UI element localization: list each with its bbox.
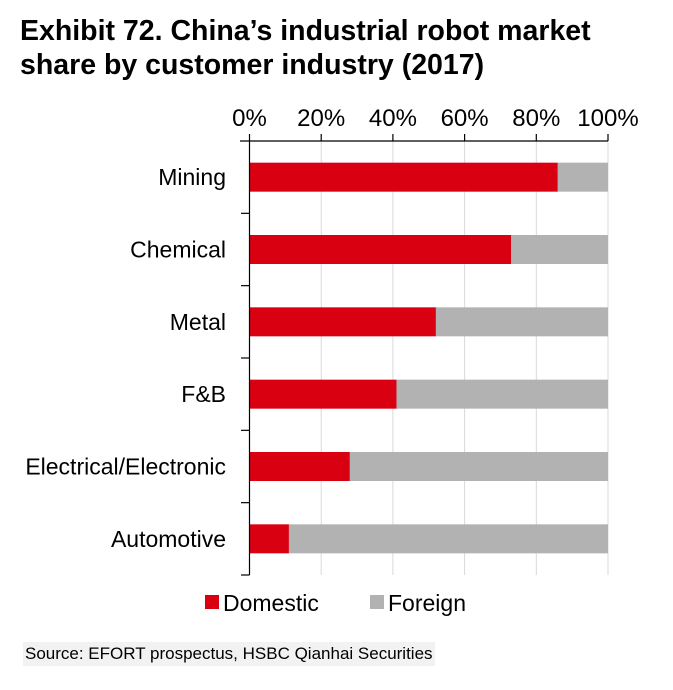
- x-tick-label: 100%: [577, 105, 638, 132]
- category-label: Metal: [170, 309, 226, 335]
- x-tick-label: 40%: [369, 105, 417, 132]
- x-tick-label: 80%: [512, 105, 560, 132]
- x-tick-labels: 0% 20% 40% 60% 80% 100%: [232, 105, 639, 132]
- category-labels: Mining Chemical Metal F&B Electrical/Electro…: [25, 164, 226, 552]
- bar-domestic: [249, 524, 289, 554]
- bar-domestic: [249, 162, 558, 192]
- gridlines: [320, 141, 609, 575]
- stacked-bar-chart: 0% 20% 40% 60% 80% 100% Mining Chemical Metal F&…: [25, 105, 639, 616]
- category-label: Chemical: [130, 237, 226, 263]
- bar-domestic: [249, 307, 436, 337]
- x-tick-label: 20%: [297, 105, 345, 132]
- x-tick-label: 0%: [232, 105, 267, 132]
- category-label: Automotive: [111, 526, 226, 552]
- legend-swatch-domestic: [205, 595, 219, 609]
- legend: Domestic Foreign: [205, 590, 466, 616]
- legend-label-foreign: Foreign: [388, 590, 466, 616]
- bar-foreign: [396, 379, 608, 409]
- bar-foreign: [288, 524, 608, 554]
- bar-domestic: [249, 379, 397, 409]
- category-label: F&B: [181, 381, 226, 407]
- category-label: Mining: [158, 164, 226, 190]
- axes: [240, 134, 609, 576]
- x-tick-label: 60%: [441, 105, 489, 132]
- source-note: Source: EFORT prospectus, HSBC Qianhai S…: [23, 642, 435, 666]
- bars: [249, 162, 608, 554]
- bar-domestic: [249, 452, 350, 481]
- bar-foreign: [349, 452, 608, 481]
- category-label: Electrical/Electronic: [25, 454, 226, 480]
- bar-foreign: [511, 235, 608, 264]
- bar-foreign: [435, 307, 608, 337]
- legend-label-domestic: Domestic: [223, 590, 319, 616]
- legend-swatch-foreign: [370, 595, 384, 609]
- bar-domestic: [249, 235, 512, 264]
- bar-foreign: [557, 162, 608, 192]
- chart-title: Exhibit 72. China’s industrial robot mar…: [20, 15, 591, 81]
